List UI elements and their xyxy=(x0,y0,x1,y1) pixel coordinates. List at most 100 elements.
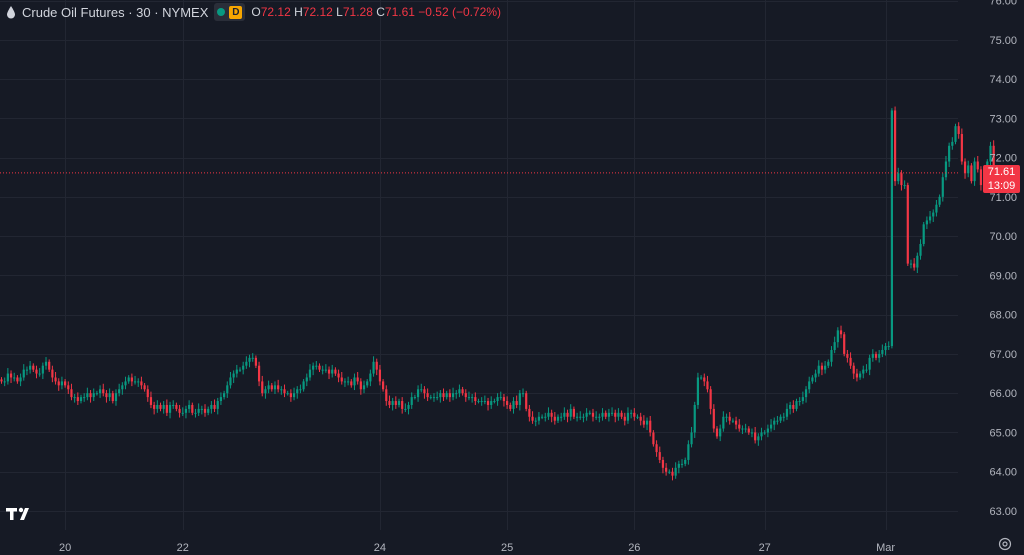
candle-body xyxy=(257,365,261,382)
candle-body xyxy=(70,389,73,398)
candle-body xyxy=(843,334,846,354)
candle-body xyxy=(3,381,6,383)
candle-body xyxy=(620,412,623,417)
candle-body xyxy=(226,385,229,394)
candle-body xyxy=(878,353,881,358)
candle-body xyxy=(731,420,734,422)
candle-body xyxy=(722,416,725,429)
candle-body xyxy=(92,393,95,398)
candle-body xyxy=(292,393,296,398)
candle-body xyxy=(391,401,394,405)
candle-body xyxy=(728,416,731,421)
candle-body xyxy=(324,369,327,371)
candle-body xyxy=(801,397,804,402)
candle-body xyxy=(957,126,960,135)
candle-body xyxy=(661,459,665,468)
candle-body xyxy=(569,408,572,417)
candle-body xyxy=(626,412,630,421)
candle-body xyxy=(308,369,312,378)
candle-body xyxy=(388,401,391,405)
candle-body xyxy=(327,369,331,374)
price-tick-label: 65.00 xyxy=(989,427,1017,439)
candle-body xyxy=(795,401,798,409)
candle-body xyxy=(127,377,130,382)
candle-body xyxy=(445,393,448,398)
candle-body xyxy=(334,369,337,374)
candle-body xyxy=(668,471,671,473)
candle-body xyxy=(137,381,140,383)
price-tick-label: 72.00 xyxy=(989,153,1017,165)
candle-body xyxy=(750,432,754,434)
candle-body xyxy=(369,373,372,382)
candle-body xyxy=(162,404,165,409)
tradingview-logo[interactable] xyxy=(6,506,36,522)
candle-body xyxy=(951,141,954,146)
price-tick-label: 68.00 xyxy=(989,310,1017,322)
candle-body xyxy=(273,385,277,390)
candle-body xyxy=(502,397,506,402)
candle-body xyxy=(973,161,976,182)
candle-body xyxy=(372,361,375,374)
candle-body xyxy=(210,404,213,409)
time-axis: 20 22 24 25 26 27 Mar xyxy=(59,542,895,554)
candle-body xyxy=(658,452,661,460)
candle-body xyxy=(808,381,811,390)
candle-body xyxy=(493,401,496,403)
candle-body xyxy=(515,401,518,405)
candle-body xyxy=(149,397,153,405)
legend-controls[interactable]: D xyxy=(214,3,246,21)
candle-body xyxy=(970,165,973,182)
candle-body xyxy=(203,408,207,413)
candle-body xyxy=(979,169,983,186)
candle-body xyxy=(512,401,515,409)
candle-body xyxy=(223,393,226,398)
symbol-title[interactable]: Crude Oil Futures · 30 · NYMEX xyxy=(22,4,209,20)
candle-body xyxy=(382,381,385,390)
candle-body xyxy=(184,408,188,413)
candle-body xyxy=(852,365,855,374)
candle-body xyxy=(518,393,521,405)
candle-body xyxy=(992,145,995,170)
last-price-value: 71.61 xyxy=(987,166,1016,178)
candle-body xyxy=(652,432,655,445)
candle-body xyxy=(13,377,16,379)
candle-body xyxy=(897,173,900,182)
candle-body xyxy=(219,397,223,402)
candle-body xyxy=(89,393,92,398)
time-tick-label: 20 xyxy=(59,542,71,554)
candle-body xyxy=(792,404,795,409)
candle-body xyxy=(769,424,773,429)
candle-body xyxy=(159,404,162,409)
candle-body xyxy=(499,397,502,399)
candle-body xyxy=(286,393,289,395)
candle-body xyxy=(782,416,785,418)
candle-body xyxy=(432,397,436,399)
price-tick-label: 71.00 xyxy=(989,192,1017,204)
candle-body xyxy=(715,428,719,437)
candle-body xyxy=(385,389,388,402)
price-tick-label: 67.00 xyxy=(989,349,1017,361)
candle-body xyxy=(41,365,44,374)
candle-body xyxy=(684,459,687,464)
delayed-badge[interactable]: D xyxy=(229,5,243,19)
candle-body xyxy=(789,404,792,409)
candle-body xyxy=(448,393,451,398)
candle-body xyxy=(601,412,604,417)
candle-body xyxy=(238,369,242,371)
candle-body xyxy=(935,204,938,213)
time-tick-label: 22 xyxy=(177,542,189,554)
change-value: −0.52 (−0.72%) xyxy=(418,5,501,19)
candle-body xyxy=(436,397,439,399)
settings-gear-icon[interactable] xyxy=(998,537,1012,551)
candle-body xyxy=(496,397,499,402)
candle-body xyxy=(903,185,906,187)
candle-body xyxy=(486,401,490,405)
candle-body xyxy=(534,420,537,422)
candle-body xyxy=(556,416,560,421)
candle-body xyxy=(900,173,903,186)
candle-body xyxy=(671,471,674,476)
candle-body xyxy=(909,263,913,265)
candle-body xyxy=(426,393,429,398)
candle-body xyxy=(607,412,610,417)
